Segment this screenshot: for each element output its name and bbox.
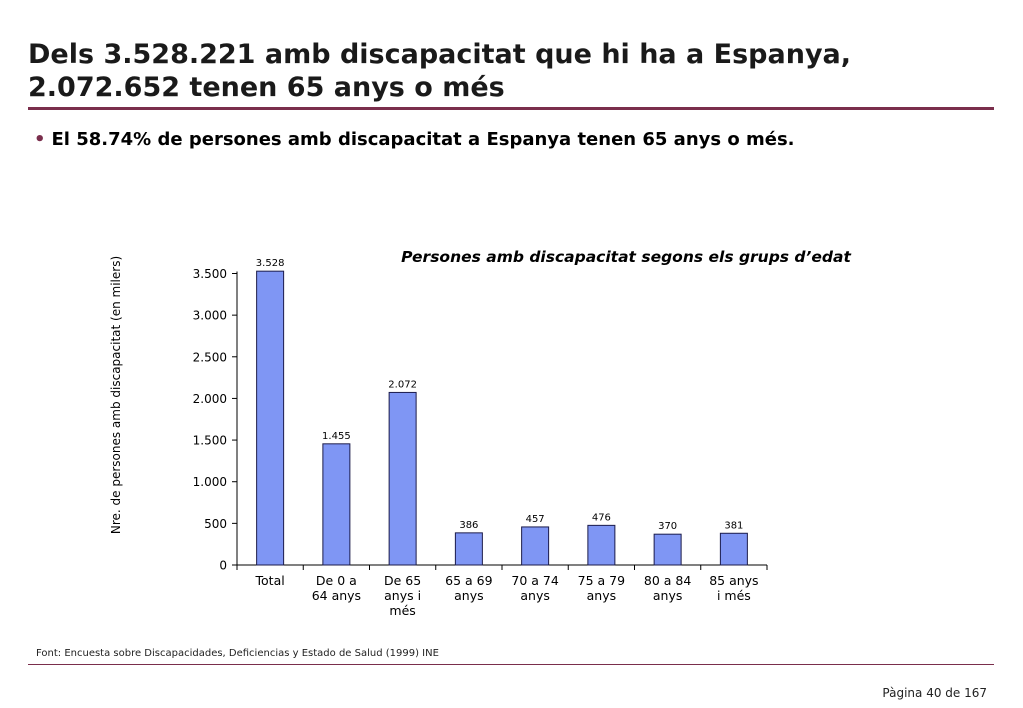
x-tick-label: 64 anys (312, 588, 361, 603)
page-title: Dels 3.528.221 amb discapacitat que hi h… (28, 38, 988, 104)
y-tick-label: 0 (219, 559, 227, 573)
y-tick-label: 2.000 (193, 392, 227, 406)
x-tick-label: anys (653, 588, 683, 603)
bullet-point: • El 58.74% de persones amb discapacitat … (34, 129, 795, 150)
bullet-dot-icon: • (34, 129, 46, 150)
x-tick-label: Total (255, 573, 285, 588)
bar (587, 524, 616, 566)
x-tick-label: 70 a 74 (511, 573, 558, 588)
bar (322, 443, 351, 566)
footer-divider (28, 664, 994, 665)
bar (719, 532, 748, 566)
bar (653, 533, 682, 566)
x-tick-label: més (389, 603, 415, 618)
data-label: 381 (724, 520, 743, 531)
x-tick-label: 75 a 79 (578, 573, 625, 588)
data-label: 386 (459, 520, 478, 531)
y-tick-label: 1.500 (193, 434, 227, 448)
y-tick-label: 3.000 (193, 309, 227, 323)
bar (521, 526, 550, 566)
y-tick-label: 3.500 (193, 267, 227, 281)
title-line-2: 2.072.652 tenen 65 anys o més (28, 72, 505, 103)
x-tick-label: anys (520, 588, 550, 603)
bullet-text: El 58.74% de persones amb discapacitat a… (51, 129, 795, 150)
y-tick-label: 2.500 (193, 350, 227, 364)
data-label: 2.072 (388, 379, 417, 390)
chart-title: Persones amb discapacitat segons els gru… (401, 248, 851, 266)
chart-plot-area: 0 500 1.000 1.500 2.000 2.500 3.000 3.500 3.528 T… (193, 258, 768, 618)
x-tick-label: 65 a 69 (445, 573, 492, 588)
x-tick-label: De 65 (384, 573, 421, 588)
page-number: Pàgina 40 de 167 (882, 686, 987, 700)
data-label: 370 (658, 521, 677, 532)
title-divider (28, 107, 994, 110)
data-label: 3.528 (256, 258, 285, 269)
data-label: 457 (526, 514, 545, 525)
y-tick-label: 1.000 (193, 475, 227, 489)
x-tick-label: De 0 a (316, 573, 357, 588)
data-label: 1.455 (322, 431, 351, 442)
y-tick-label: 500 (204, 517, 227, 531)
x-tick-label: 80 a 84 (644, 573, 691, 588)
x-tick-label: i més (717, 588, 751, 603)
bar (256, 270, 285, 566)
title-line-1: Dels 3.528.221 amb discapacitat que hi h… (28, 39, 852, 70)
bar (454, 532, 483, 566)
x-tick-label: 85 anys (709, 573, 758, 588)
bar (388, 391, 417, 566)
x-tick-label: anys (454, 588, 484, 603)
x-tick-label: anys (587, 588, 617, 603)
data-label: 476 (592, 512, 611, 523)
source-note: Font: Encuesta sobre Discapacidades, Def… (36, 648, 439, 659)
x-tick-label: anys i (384, 588, 421, 603)
y-axis-label: Nre. de persones amb discapacitat (en mi… (109, 256, 123, 534)
